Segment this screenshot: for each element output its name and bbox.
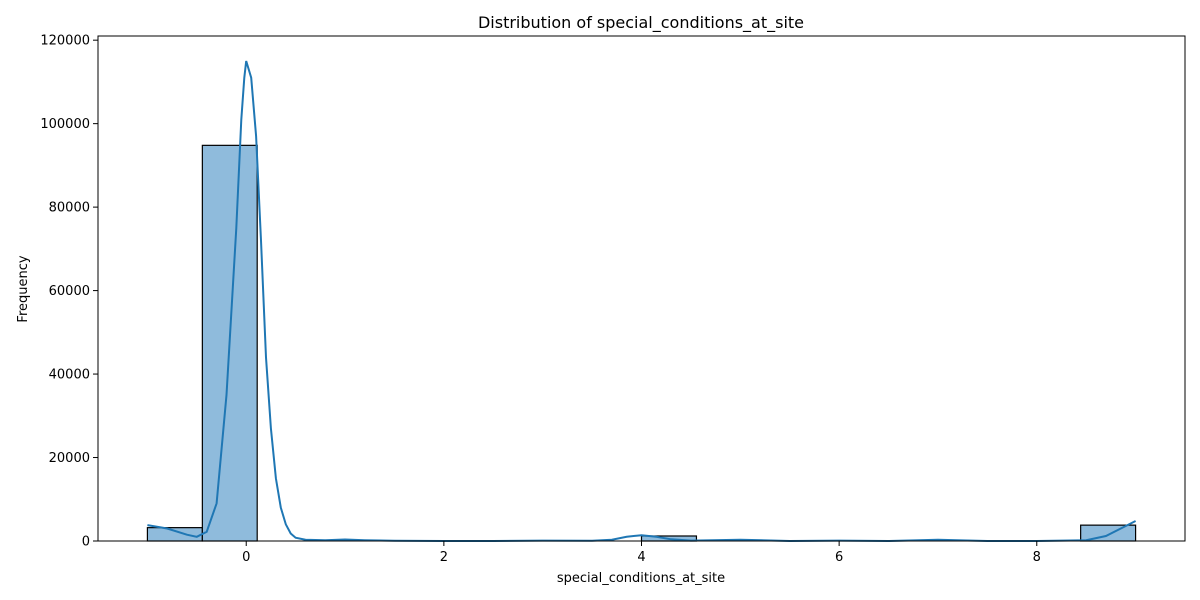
histogram-bars: [146, 144, 1137, 542]
bar-0: [146, 527, 203, 542]
x-tick-label: 2: [440, 550, 448, 565]
y-tick-label: 80000: [49, 201, 90, 216]
x-axis-label: special_conditions_at_site: [557, 571, 725, 586]
y-axis-label: Frequency: [16, 255, 31, 322]
y-tick-label: 60000: [49, 284, 90, 299]
y-tick-label: 0: [82, 535, 90, 550]
y-tick-label: 40000: [49, 368, 90, 383]
y-tick-label: 20000: [49, 451, 90, 466]
x-tick-label: 6: [835, 550, 843, 565]
y-axis-ticks: 0 20000 40000 60000 80000 100000 120000: [40, 34, 98, 550]
y-tick-label: 100000: [40, 117, 90, 132]
plot-frame: [97, 35, 1186, 542]
y-tick-label: 120000: [40, 34, 90, 49]
chart-title: Distribution of special_conditions_at_si…: [478, 13, 804, 33]
x-tick-label: 0: [242, 550, 250, 565]
x-axis-ticks: 0 2 4 6 8: [242, 541, 1041, 565]
x-tick-label: 8: [1033, 550, 1041, 565]
x-tick-label: 4: [637, 550, 645, 565]
kde-curve: [147, 60, 1137, 543]
